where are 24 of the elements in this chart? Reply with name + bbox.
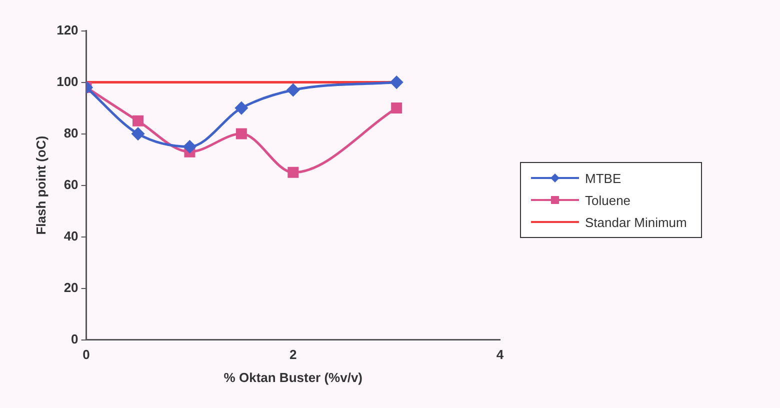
x-tick-label: 0 — [82, 347, 90, 362]
point — [235, 102, 248, 114]
y-tick-label: 80 — [64, 125, 78, 140]
x-tick-label: 4 — [496, 347, 504, 362]
point — [391, 102, 402, 114]
legend-label: Toluene — [585, 192, 631, 208]
point — [390, 76, 403, 89]
point — [183, 140, 196, 153]
point — [132, 128, 144, 140]
legend-label: Standar Minimum — [585, 214, 687, 230]
point — [236, 128, 247, 140]
y-axis-title: Flash point (oC) — [33, 136, 48, 235]
y-tick-label: 0 — [71, 331, 78, 346]
x-axis-title: % Oktan Buster (%v/v) — [224, 370, 362, 385]
point — [286, 84, 300, 96]
point — [132, 115, 144, 126]
y-tick-label: 60 — [64, 176, 78, 192]
point — [288, 166, 299, 178]
x-tick-label: 2 — [290, 347, 297, 362]
y-tick-label: 120 — [56, 22, 78, 38]
y-tick-label: 100 — [56, 74, 78, 89]
y-tick-label: 20 — [64, 280, 78, 295]
y-tick-label: 40 — [64, 228, 78, 244]
legend-label: MTBE — [585, 170, 622, 186]
